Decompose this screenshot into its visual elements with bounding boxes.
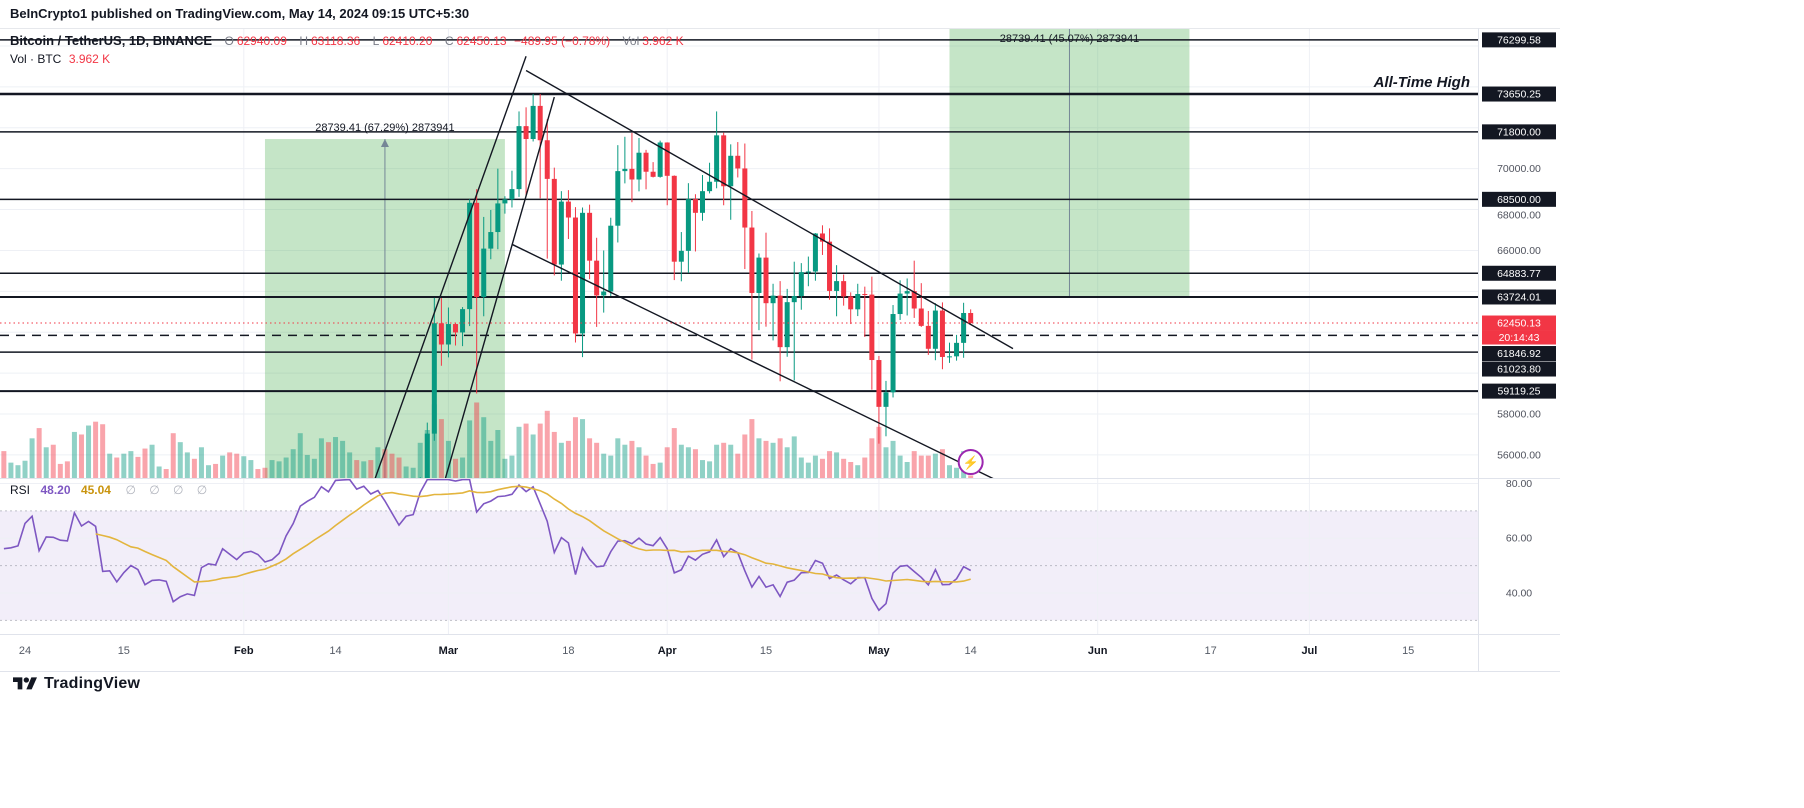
grid [0,28,1478,634]
time-axis-label[interactable]: 14 [965,645,977,657]
svg-text:62450.13: 62450.13 [1497,318,1541,330]
time-axis[interactable]: 24 15 Feb 14 Mar 18 Apr 15 May 14 Jun 17 Jul 15 [19,645,1414,657]
rsi-ma-value: 45.04 [80,483,111,497]
tradingview-logo-icon [13,677,37,690]
price-line-label[interactable] [1482,265,1556,281]
time-axis-label[interactable]: 14 [329,645,341,657]
scale-tick-label[interactable]: 68000.00 [1497,209,1541,221]
time-axis-label[interactable]: Jun [1088,645,1108,657]
trendline[interactable] [385,96,555,672]
rsi-extra-values: ∅ ∅ ∅ ∅ [125,483,213,497]
price-line-label[interactable] [1482,32,1556,48]
time-axis-label[interactable]: May [868,645,890,657]
rsi-legend[interactable]: RSI 48.20 45.04 ∅ ∅ ∅ ∅ [10,481,212,499]
scale-tick-label[interactable]: 40.00 [1506,587,1532,599]
rsi-band [0,510,1478,621]
price-line-label[interactable] [1482,289,1556,305]
measurement-label: 28739.41 (45.07%) 2873941 [1000,33,1139,45]
time-axis-label[interactable]: Apr [658,645,678,657]
tradingview-brand[interactable]: TradingView [44,675,141,692]
scale-tick-label[interactable]: 58000.00 [1497,409,1541,421]
svg-text:63724.01: 63724.01 [1497,291,1541,303]
price-line-label[interactable] [1482,124,1556,140]
time-axis-label[interactable]: Mar [439,645,459,657]
rsi-ma-line [95,485,971,583]
svg-text:59119.25: 59119.25 [1497,386,1540,398]
measurement-label: 28739.41 (67.29%) 2873941 [315,122,454,134]
rsi-name[interactable]: RSI [10,483,31,497]
rsi-line [3,478,972,612]
svg-text:61023.80: 61023.80 [1497,364,1541,376]
lightning-marker[interactable]: ⚡ [957,449,984,476]
scale-tick-label[interactable]: 80.00 [1506,478,1532,490]
rsi-value: 48.20 [40,483,71,497]
measurement-boxes[interactable] [264,28,1190,478]
scale-tick-label[interactable]: 60.00 [1506,533,1532,545]
symbol-title[interactable]: Bitcoin / TetherUS, 1D, BINANCE [10,33,213,48]
svg-text:68500.00: 68500.00 [1497,194,1541,206]
svg-text:20:14:43: 20:14:43 [1499,332,1540,344]
main-chart[interactable]: 28739.41 (67.29%) 2873941 28739.41 (45.07… [0,28,1560,672]
price-line-label[interactable] [1482,383,1556,399]
countdown-label [1482,330,1556,345]
time-axis-label[interactable]: 15 [118,645,130,657]
time-axis-label[interactable]: 15 [1402,645,1414,657]
attribution-bar: BeInCrypto1 published on TradingView.com… [0,0,1560,28]
time-axis-label[interactable]: 18 [562,645,574,657]
svg-text:73650.25: 73650.25 [1497,89,1541,101]
time-axis-label[interactable]: 24 [19,645,31,657]
trendline[interactable] [511,243,1020,491]
svg-text:61846.92: 61846.92 [1497,348,1541,360]
trendlines[interactable] [321,55,1020,672]
scale-tick-label[interactable]: 56000.00 [1497,449,1541,461]
price-lines[interactable] [0,39,1478,393]
volume-series [1,402,974,478]
svg-text:64883.77: 64883.77 [1497,268,1541,280]
svg-text:71800.00: 71800.00 [1497,126,1541,138]
price-line-label[interactable] [1482,86,1556,102]
tradingview-footer[interactable]: TradingView [13,674,140,694]
trendline[interactable] [525,69,1014,350]
range-arrow-icon [380,139,389,148]
time-axis-label[interactable]: Jul [1301,645,1317,657]
svg-text:76299.58: 76299.58 [1497,34,1541,46]
trendline[interactable] [321,55,527,628]
price-line-label[interactable] [1482,346,1556,362]
time-axis-label[interactable]: Feb [234,645,254,657]
chart-area[interactable]: 28739.41 (67.29%) 2873941 28739.41 (45.07… [0,28,1560,672]
time-axis-label[interactable]: 15 [760,645,772,657]
time-axis-label[interactable]: 17 [1204,645,1216,657]
scale-tick-label[interactable]: 66000.00 [1497,245,1541,257]
lightning-icon: ⚡ [963,455,979,471]
price-scale[interactable]: 76299.58 73650.25 71800.00 70000.00 68500.00… [1482,32,1556,599]
price-line-label[interactable] [1482,191,1556,207]
ath-label: All-Time High [1373,74,1470,91]
scale-tick-label[interactable]: 70000.00 [1497,163,1541,175]
current-price-label[interactable] [1482,315,1556,331]
price-line-label[interactable] [1482,361,1556,377]
